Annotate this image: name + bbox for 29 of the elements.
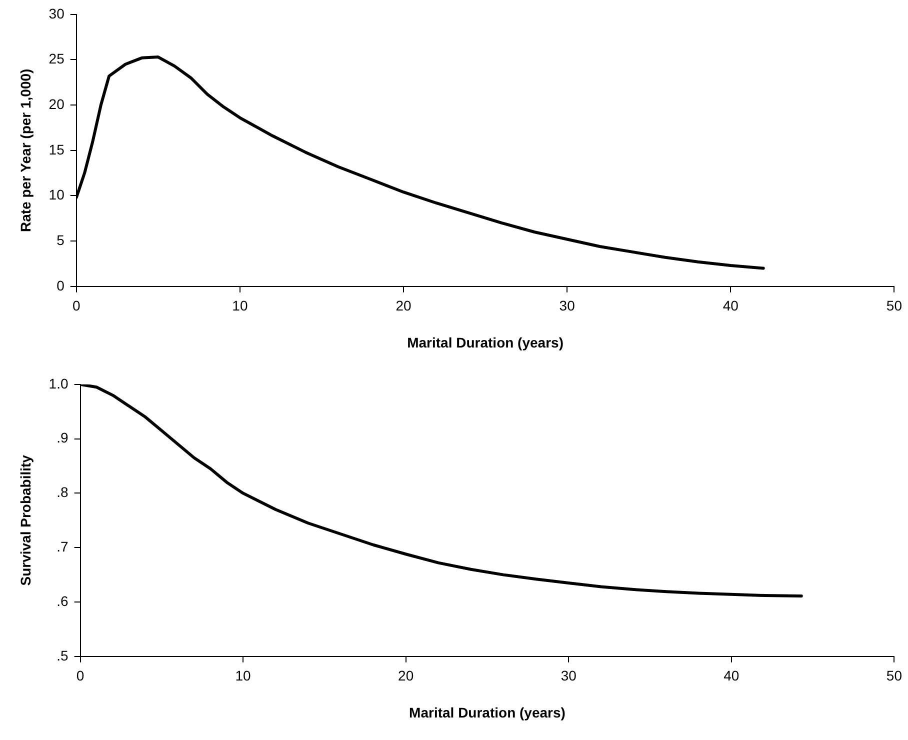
y-tick-label: .9 xyxy=(56,430,68,446)
x-tick-label: 50 xyxy=(886,298,902,314)
x-tick-label: 0 xyxy=(72,298,80,314)
y-tick-label: 15 xyxy=(48,141,65,158)
x-tick-label: 50 xyxy=(886,668,902,684)
x-tick-label: 40 xyxy=(722,298,739,314)
y-tick-label: 0 xyxy=(56,277,65,294)
x-tick-label: 0 xyxy=(76,668,84,684)
x-tick-label: 20 xyxy=(396,298,412,314)
x-tick-label: 30 xyxy=(560,668,577,684)
x-tick-label: 10 xyxy=(232,298,248,314)
x-tick-label: 10 xyxy=(235,668,252,684)
y-tick-label: 25 xyxy=(48,50,65,67)
y-tick-label: .5 xyxy=(56,647,68,664)
y-axis-title: Survival Probability xyxy=(17,454,34,586)
y-axis-title: Rate per Year (per 1,000) xyxy=(17,68,34,232)
y-tick-label: .7 xyxy=(56,538,68,554)
y-tick-label: 20 xyxy=(48,96,65,112)
x-axis-title: Marital Duration (years) xyxy=(409,704,566,720)
y-tick-label: 5 xyxy=(56,232,65,248)
y-tick-label: 30 xyxy=(48,5,65,22)
y-tick-label: 1.0 xyxy=(48,375,68,392)
y-tick-label: .6 xyxy=(56,592,68,609)
x-tick-label: 20 xyxy=(398,668,414,684)
y-tick-label: 10 xyxy=(48,186,65,203)
x-axis-title: Marital Duration (years) xyxy=(407,334,564,350)
x-tick-label: 30 xyxy=(559,298,576,314)
y-tick-label: .8 xyxy=(56,484,68,500)
x-tick-label: 40 xyxy=(724,668,740,684)
